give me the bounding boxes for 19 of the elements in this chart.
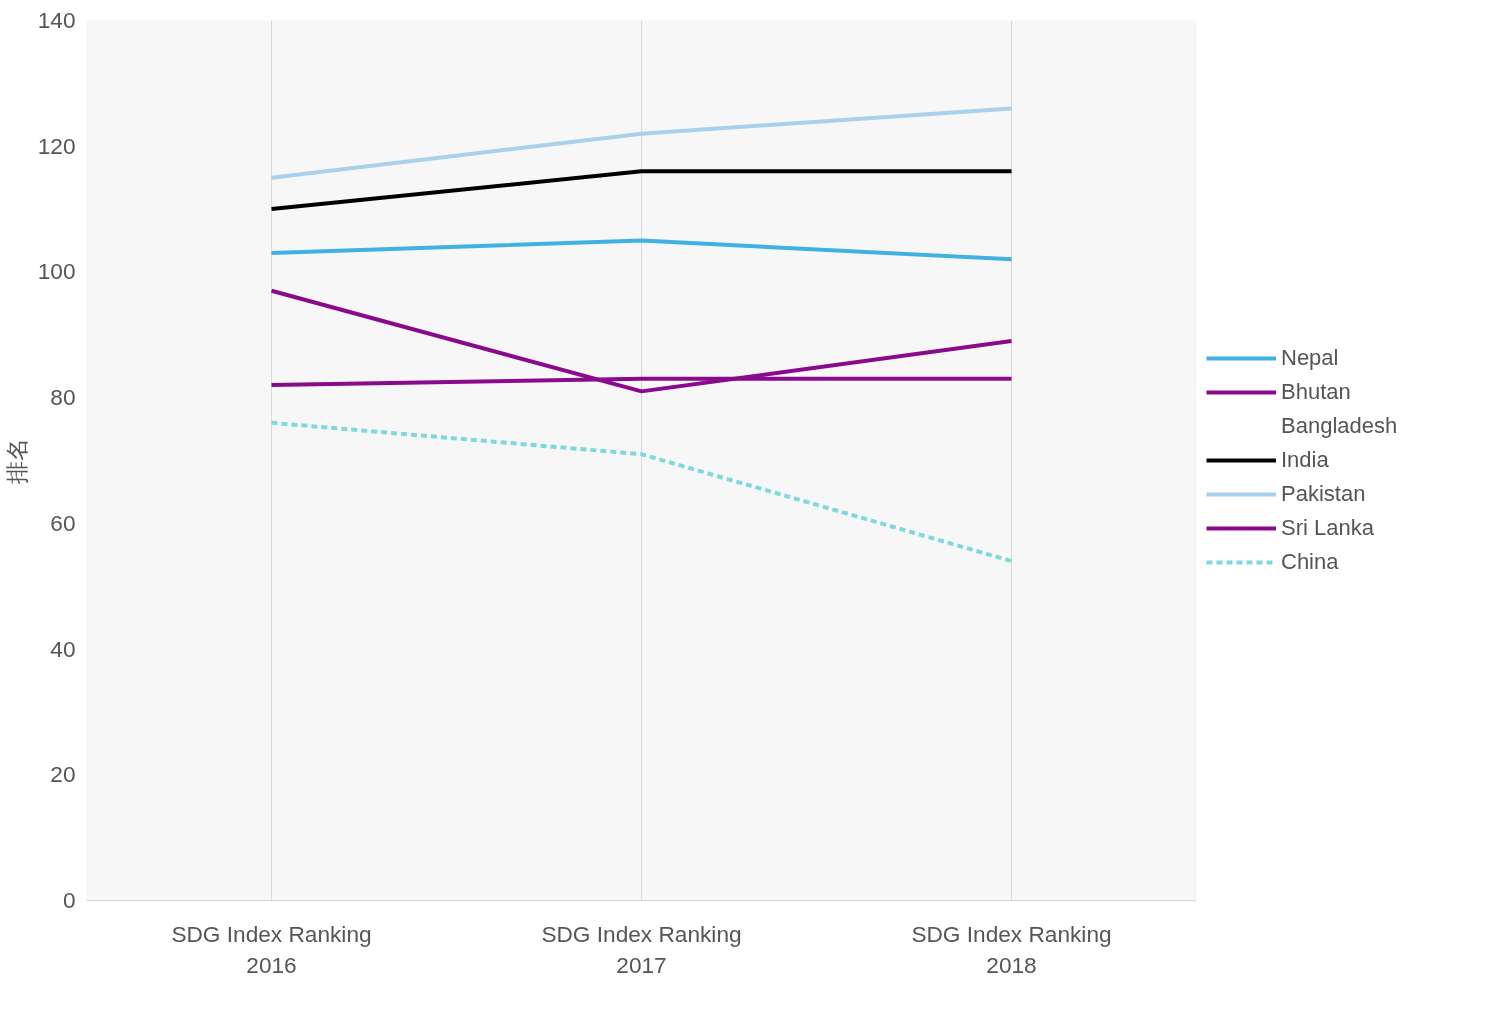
legend-label: India	[1281, 447, 1329, 473]
y-tick-label: 0	[62, 887, 76, 913]
legend-label: China	[1281, 549, 1339, 575]
y-tick-label: 20	[50, 761, 76, 788]
x-tick-label: SDG Index Ranking 2018	[911, 920, 1112, 978]
x-tick-label: SDG Index Ranking 2017	[541, 920, 742, 978]
legend-label: Nepal	[1281, 345, 1339, 371]
y-tick-label: 40	[50, 635, 76, 662]
y-tick-label: 120	[37, 132, 76, 159]
y-axis-title: 排名	[3, 437, 30, 484]
text: Bangladesh	[1281, 413, 1398, 439]
y-tick-label: 80	[50, 384, 76, 411]
y-tick-label: 60	[50, 509, 76, 536]
legend-label: Pakistan	[1281, 481, 1366, 507]
legend-label: Bhutan	[1281, 379, 1351, 405]
y-tick-label: 100	[37, 258, 76, 285]
x-tick-label: SDG Index Ranking 2016	[171, 920, 372, 978]
y-tick-label: 140	[37, 7, 76, 33]
legend-label: Sri Lanka	[1281, 515, 1374, 541]
